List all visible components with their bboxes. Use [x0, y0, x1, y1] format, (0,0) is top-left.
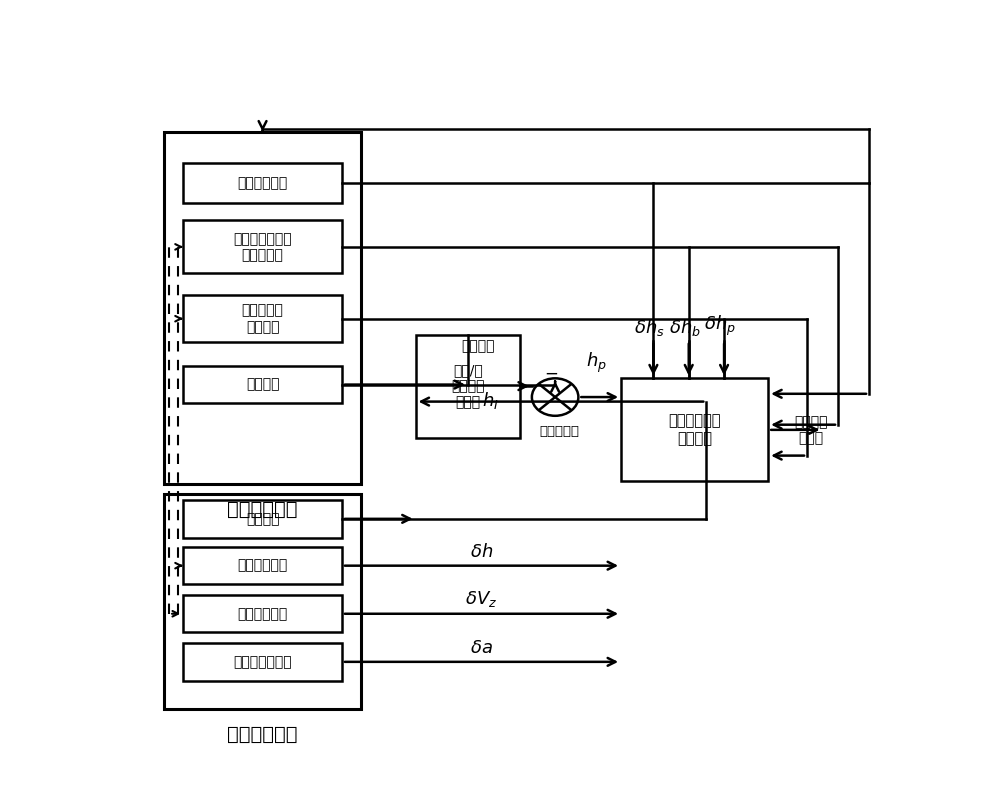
- Text: 压力偏置误差: 压力偏置误差: [237, 176, 288, 191]
- Bar: [183, 547, 342, 585]
- Bar: [183, 643, 342, 680]
- Text: 惯性高度: 惯性高度: [246, 512, 279, 526]
- Text: 阻尼后高度: 阻尼后高度: [539, 425, 579, 438]
- Text: $\delta h$: $\delta h$: [470, 543, 493, 560]
- Bar: [183, 163, 342, 204]
- Text: $h_I$: $h_I$: [482, 390, 498, 410]
- Text: $h_p$: $h_p$: [586, 351, 607, 375]
- Text: 惯性/大
气高度通
道阻尼: 惯性/大 气高度通 道阻尼: [451, 363, 485, 410]
- Text: 大气高度
修正量: 大气高度 修正量: [794, 414, 828, 445]
- Text: 六状态阻尼卡
尔曼滤波: 六状态阻尼卡 尔曼滤波: [668, 414, 721, 446]
- Text: 气压高度: 气压高度: [461, 339, 494, 354]
- Bar: [183, 295, 342, 342]
- Text: 气压高度表的标
度因素误差: 气压高度表的标 度因素误差: [233, 232, 292, 262]
- Text: 大气数据系统: 大气数据系统: [227, 500, 298, 519]
- Text: −: −: [545, 365, 559, 383]
- Bar: [183, 595, 342, 633]
- Text: 惯性导航系统: 惯性导航系统: [227, 725, 298, 744]
- Text: 垂直加速度误差: 垂直加速度误差: [233, 654, 292, 669]
- Text: 垂直位置误差: 垂直位置误差: [237, 559, 288, 573]
- Bar: [183, 366, 342, 403]
- Text: 垂直速度误差: 垂直速度误差: [237, 607, 288, 620]
- Text: $\delta h_s$: $\delta h_s$: [634, 317, 665, 337]
- Bar: [164, 494, 361, 710]
- Bar: [183, 500, 342, 538]
- Text: $\delta h_b$: $\delta h_b$: [669, 317, 701, 337]
- Bar: [621, 378, 768, 482]
- Bar: [183, 221, 342, 273]
- Bar: [164, 131, 361, 484]
- Bar: [416, 335, 520, 438]
- Text: 气压高度: 气压高度: [246, 378, 279, 392]
- Text: $\delta V_z$: $\delta V_z$: [465, 589, 498, 609]
- Text: 气压高度表
偏置误差: 气压高度表 偏置误差: [242, 303, 284, 334]
- Text: $\delta h_p$: $\delta h_p$: [704, 314, 736, 337]
- Text: $\delta a$: $\delta a$: [470, 639, 493, 657]
